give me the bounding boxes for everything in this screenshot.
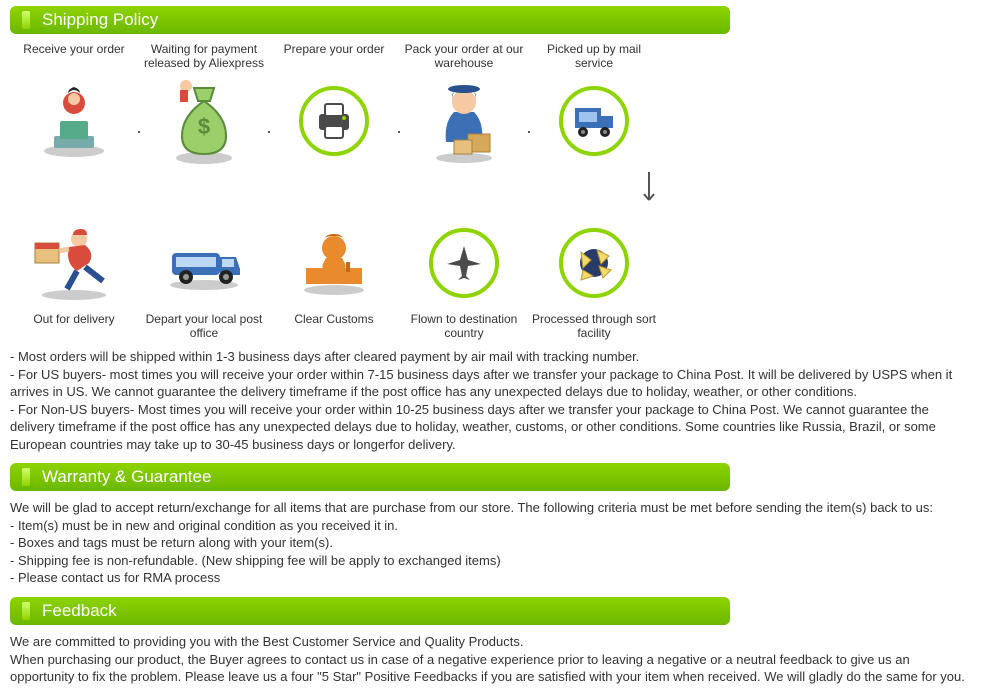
feedback-line: When purchasing our product, the Buyer a… [10,651,974,686]
moneybag-icon: $ [164,76,244,166]
sort-facility-icon [559,218,629,308]
shipping-text: - Most orders will be shipped within 1-3… [0,344,984,457]
warranty-line: We will be glad to accept return/exchang… [10,499,974,517]
step-pack: Pack your order at our warehouse [400,42,528,166]
shipping-header: Shipping Policy [10,6,730,34]
warranty-text: We will be glad to accept return/exchang… [0,495,984,591]
person-laptop-icon [34,76,114,166]
shipping-line: - Most orders will be shipped within 1-3… [10,348,974,366]
step-receive: Receive your order [10,42,138,166]
customs-icon [296,218,372,308]
header-notch-icon [22,468,30,486]
shipping-flow-row1: Receive your order Waiting for payment r… [0,38,984,166]
step-flown: Flown to destination country [400,218,528,344]
header-notch-icon [22,602,30,620]
step-pickup: Picked up by mail service [530,42,658,166]
feedback-title: Feedback [42,601,117,621]
warranty-line: - Shipping fee is non-refundable. (New s… [10,552,974,570]
step-sort: Processed through sort facility [530,218,658,344]
warranty-line: - Item(s) must be in new and original co… [10,517,974,535]
shipping-title: Shipping Policy [42,10,158,30]
warranty-line: - Please contact us for RMA process [10,569,974,587]
shipping-line: - For Non-US buyers- Most times you will… [10,401,974,454]
truck-icon [559,76,629,166]
arrow-down-icon [642,166,770,214]
warranty-title: Warranty & Guarantee [42,467,211,487]
flow-vertical [0,166,984,214]
step-prepare: Prepare your order [270,42,398,166]
shipping-line: - For US buyers- most times you will rec… [10,366,974,401]
printer-icon [299,76,369,166]
courier-icon [29,218,119,308]
warranty-header: Warranty & Guarantee [10,463,730,491]
step-payment: Waiting for payment released by Aliexpre… [140,42,268,166]
feedback-line: We are committed to providing you with t… [10,633,974,651]
step-delivery: Out for delivery [10,218,138,344]
warranty-line: - Boxes and tags must be return along wi… [10,534,974,552]
step-depart: Depart your local post office [140,218,268,344]
step-customs: Clear Customs [270,218,398,344]
shipping-flow-row2: Out for delivery Depart your local post … [0,214,984,344]
van-icon [162,218,246,308]
airplane-icon [429,218,499,308]
warehouse-worker-icon [424,76,504,166]
header-notch-icon [22,11,30,29]
svg-text:$: $ [198,114,210,139]
feedback-text: We are committed to providing you with t… [0,629,984,690]
feedback-header: Feedback [10,597,730,625]
